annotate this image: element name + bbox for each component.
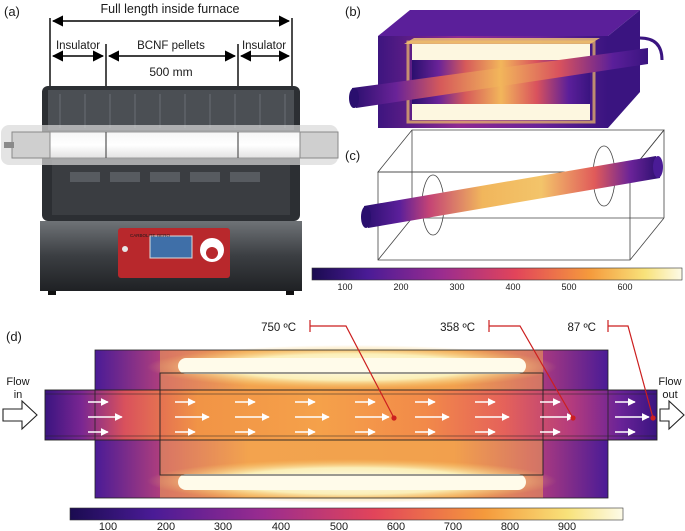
cbar-large-tick: 300	[214, 521, 232, 531]
panel-b-label: (b)	[345, 4, 361, 19]
cbar-large-tick: 900	[558, 521, 576, 531]
cbar-small-tick: 300	[449, 282, 464, 292]
flow-in-label-line1: Flow	[6, 376, 29, 388]
full-length-label: Full length inside furnace	[101, 2, 240, 16]
dimension-lines	[49, 15, 293, 125]
brand-label: CARBOLITE GERO	[130, 233, 171, 238]
flow-in-label-line2: in	[14, 389, 23, 401]
cbar-large-tick: 400	[272, 521, 290, 531]
probe-points	[391, 415, 656, 421]
furnace-3d-cutaway	[349, 10, 664, 128]
temperature-probes	[309, 320, 654, 419]
furnace-photo: CARBOLITE GERO	[40, 86, 302, 295]
cbar-small-tick: 400	[505, 282, 520, 292]
cbar-large-tick: 700	[444, 521, 462, 531]
flow-in-arrow	[2, 399, 38, 431]
cbar-small-tick: 100	[337, 282, 352, 292]
colorbar-small: 100 200 300 400 500 600	[311, 267, 683, 292]
tube-model	[361, 129, 665, 261]
panel-c-label: (c)	[345, 148, 360, 163]
insulator-right-label: Insulator	[242, 40, 286, 52]
panel-d-label: (d)	[6, 329, 22, 344]
cbar-small-tick: 200	[393, 282, 408, 292]
cbar-large-tick: 500	[330, 521, 348, 531]
cbar-large-tick: 800	[501, 521, 519, 531]
flow-out-label-line1: Flow	[658, 376, 681, 388]
panel-a-label: (a)	[4, 4, 20, 19]
quartz-tube	[1, 125, 339, 165]
probe-label-87: 87 ºC	[568, 322, 597, 334]
cbar-small-tick: 500	[561, 282, 576, 292]
temperature-field-2d	[44, 345, 658, 503]
flow-arrows	[88, 398, 650, 436]
flow-out-arrow	[659, 399, 685, 431]
cbar-large-tick: 100	[99, 521, 117, 531]
cbar-large-tick: 600	[387, 521, 405, 531]
probe-label-750: 750 ºC	[261, 322, 296, 334]
pellets-label: BCNF pellets	[137, 40, 205, 52]
insulator-left-label: Insulator	[56, 40, 100, 52]
probe-label-358: 358 ºC	[440, 322, 475, 334]
colorbar-large: 100 200 300 400 500 600 700 800 900	[69, 507, 624, 531]
pellet-length-label: 500 mm	[149, 65, 192, 79]
cbar-large-tick: 200	[157, 521, 175, 531]
cbar-small-tick: 600	[617, 282, 632, 292]
flow-out-label-line2: out	[662, 389, 677, 401]
